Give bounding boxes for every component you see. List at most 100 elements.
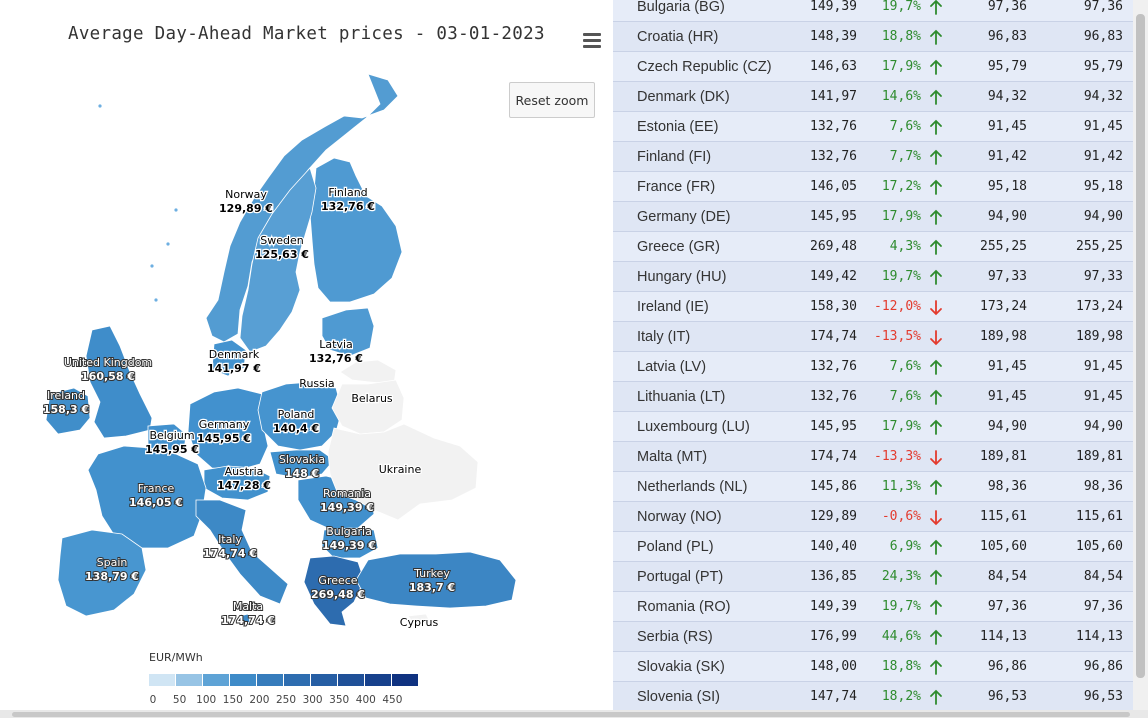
row-country: Czech Republic (CZ) <box>637 59 772 75</box>
map-label-name: Belarus <box>351 392 393 405</box>
country-bulgaria[interactable] <box>321 527 379 559</box>
table-row[interactable]: Lithuania (LT) 132,76 7,6% 91,45 91,45 <box>613 382 1133 412</box>
table-row[interactable]: Germany (DE) 145,95 17,9% 94,90 94,90 <box>613 202 1133 232</box>
row-value-3: 91,45 <box>987 359 1027 374</box>
row-value-4: 189,81 <box>1076 449 1123 464</box>
row-value-4: 97,36 <box>1083 0 1123 14</box>
table-row[interactable]: Greece (GR) 269,48 4,3% 255,25 255,25 <box>613 232 1133 262</box>
table-row[interactable]: Luxembourg (LU) 145,95 17,9% 94,90 94,90 <box>613 412 1133 442</box>
country-united-kingdom[interactable] <box>85 325 153 439</box>
map-label-value: 132,76 € <box>321 200 375 213</box>
country-austria[interactable] <box>203 465 271 501</box>
table-row[interactable]: Norway (NO) 129,89 -0,6% 115,61 115,61 <box>613 502 1133 532</box>
table-row[interactable]: Czech Republic (CZ) 146,63 17,9% 95,79 95,79 <box>613 52 1133 82</box>
row-country: Malta (MT) <box>637 449 708 465</box>
row-change-percent: -13,3% <box>874 449 921 464</box>
row-change-percent: 7,6% <box>889 119 921 134</box>
row-price: 145,86 <box>810 479 857 494</box>
country-italy[interactable] <box>195 499 289 605</box>
legend-unit: EUR/MWh <box>149 651 203 664</box>
table-row[interactable]: France (FR) 146,05 17,2% 95,18 95,18 <box>613 172 1133 202</box>
table-row[interactable]: Poland (PL) 140,40 6,9% 105,60 105,60 <box>613 532 1133 562</box>
row-country: Greece (GR) <box>637 239 720 255</box>
country-france[interactable] <box>87 445 207 549</box>
map-label-value: 160,58 € <box>81 370 135 383</box>
row-value-4: 98,36 <box>1083 479 1123 494</box>
country-russia[interactable] <box>339 359 397 385</box>
map-label-name: Malta <box>233 600 263 613</box>
row-price: 176,99 <box>810 629 857 644</box>
map-label-value: 158,3 € <box>43 403 89 416</box>
arrow-up-icon <box>930 599 942 615</box>
island-dot <box>154 298 158 302</box>
map-label-value: 146,05 € <box>129 496 183 509</box>
row-value-3: 173,24 <box>980 299 1027 314</box>
country-finland[interactable] <box>309 157 403 303</box>
map-label-name: Latvia <box>319 338 353 351</box>
country-poland[interactable] <box>257 381 343 451</box>
table-row[interactable]: Bulgaria (BG) 149,39 19,7% 97,36 97,36 <box>613 0 1133 22</box>
row-value-3: 94,90 <box>987 209 1027 224</box>
arrow-up-icon <box>930 29 942 45</box>
table-row[interactable]: Latvia (LV) 132,76 7,6% 91,45 91,45 <box>613 352 1133 382</box>
country-ukraine[interactable] <box>327 423 479 521</box>
country-denmark[interactable] <box>211 339 247 377</box>
table-row[interactable]: Romania (RO) 149,39 19,7% 97,36 97,36 <box>613 592 1133 622</box>
horizontal-scroll-thumb[interactable] <box>12 712 1130 717</box>
country-malta[interactable] <box>239 613 251 625</box>
map-label-value: 145,95 € <box>197 432 251 445</box>
row-price: 132,76 <box>810 119 857 134</box>
vertical-scroll-thumb[interactable] <box>1136 14 1145 678</box>
map-label-value: 138,79 € <box>85 570 139 583</box>
country-ireland[interactable] <box>45 387 91 435</box>
table-row[interactable]: Malta (MT) 174,74 -13,3% 189,81 189,81 <box>613 442 1133 472</box>
hamburger-menu-icon[interactable] <box>583 33 601 48</box>
row-change-percent: 18,8% <box>881 29 921 44</box>
table-row[interactable]: Finland (FI) 132,76 7,7% 91,42 91,42 <box>613 142 1133 172</box>
table-row[interactable]: Ireland (IE) 158,30 -12,0% 173,24 173,24 <box>613 292 1133 322</box>
row-value-4: 173,24 <box>1076 299 1123 314</box>
country-latvia[interactable] <box>321 307 375 357</box>
country-belarus[interactable] <box>331 379 405 435</box>
country-germany[interactable] <box>187 387 269 471</box>
row-change-percent: 19,7% <box>881 599 921 614</box>
row-price: 269,48 <box>810 239 857 254</box>
table-row[interactable]: Netherlands (NL) 145,86 11,3% 98,36 98,36 <box>613 472 1133 502</box>
table-row[interactable]: Estonia (EE) 132,76 7,6% 91,45 91,45 <box>613 112 1133 142</box>
table-row[interactable]: Italy (IT) 174,74 -13,5% 189,98 189,98 <box>613 322 1133 352</box>
country-turkey[interactable] <box>355 551 517 609</box>
table-row[interactable]: Serbia (RS) 176,99 44,6% 114,13 114,13 <box>613 622 1133 652</box>
table-row[interactable]: Hungary (HU) 149,42 19,7% 97,33 97,33 <box>613 262 1133 292</box>
map-label-name: Slovakia <box>279 453 325 466</box>
row-value-4: 97,33 <box>1083 269 1123 284</box>
row-change-percent: 14,6% <box>881 89 921 104</box>
country-spain[interactable] <box>57 529 147 617</box>
map-label-name: Greece <box>318 574 357 587</box>
table-row[interactable]: Slovenia (SI) 147,74 18,2% 96,53 96,53 <box>613 682 1133 710</box>
color-scale-segment <box>392 674 418 686</box>
table-row[interactable]: Slovakia (SK) 148,00 18,8% 96,86 96,86 <box>613 652 1133 682</box>
table-row[interactable]: Denmark (DK) 141,97 14,6% 94,32 94,32 <box>613 82 1133 112</box>
row-country: Estonia (EE) <box>637 119 719 135</box>
arrow-down-icon <box>930 450 942 466</box>
reset-zoom-button[interactable]: Reset zoom <box>509 82 595 118</box>
map-label-value: 269,48 € <box>311 588 365 601</box>
row-value-4: 91,45 <box>1083 389 1123 404</box>
row-country: Luxembourg (LU) <box>637 419 750 435</box>
row-change-percent: 6,9% <box>889 539 921 554</box>
country-cyprus[interactable] <box>407 613 431 627</box>
row-value-4: 94,90 <box>1083 209 1123 224</box>
row-change-percent: -0,6% <box>881 509 921 524</box>
country-slovakia[interactable] <box>269 449 335 479</box>
row-value-3: 84,54 <box>987 569 1027 584</box>
country-greece[interactable] <box>303 555 365 627</box>
row-value-3: 91,42 <box>987 149 1027 164</box>
table-row[interactable]: Croatia (HR) 148,39 18,8% 96,83 96,83 <box>613 22 1133 52</box>
row-country: Portugal (PT) <box>637 569 724 585</box>
country-sweden[interactable] <box>239 167 317 353</box>
row-value-3: 96,83 <box>987 29 1027 44</box>
table-row[interactable]: Portugal (PT) 136,85 24,3% 84,54 84,54 <box>613 562 1133 592</box>
row-value-3: 94,90 <box>987 419 1027 434</box>
row-country: Romania (RO) <box>637 599 731 615</box>
